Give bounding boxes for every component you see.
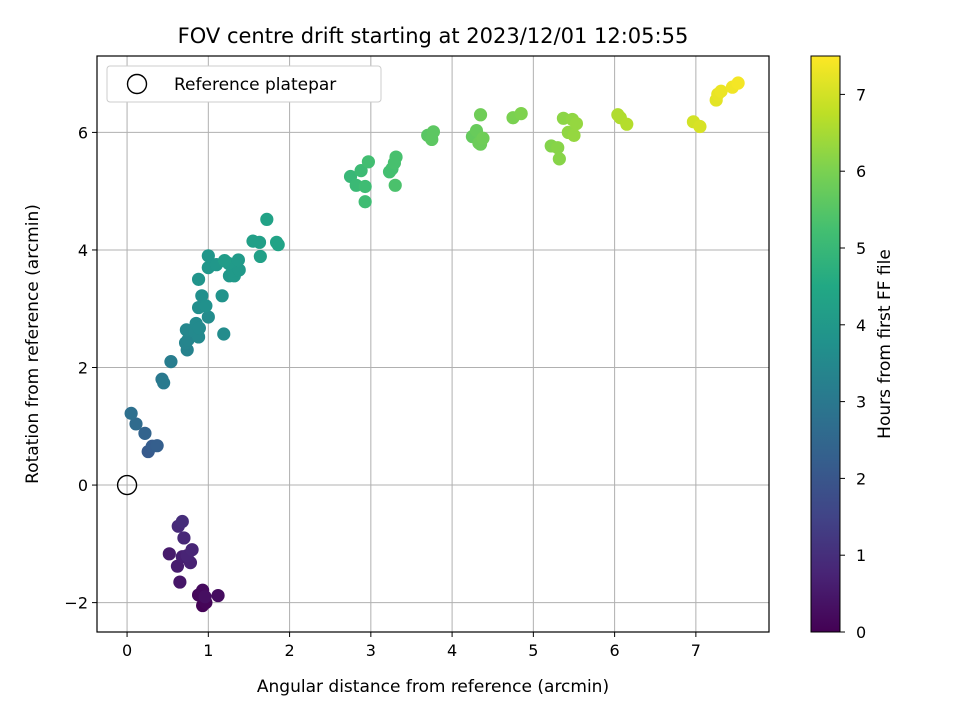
colorbar-title: Hours from first FF file bbox=[875, 249, 895, 439]
data-point bbox=[271, 238, 285, 252]
y-tick-label: 6 bbox=[78, 123, 88, 142]
reference-platepar-marker bbox=[116, 474, 138, 496]
data-point bbox=[211, 588, 225, 603]
data-point bbox=[215, 289, 229, 303]
colorbar-ticks: 0 1 2 3 4 5 6 7 bbox=[840, 85, 866, 642]
data-point bbox=[231, 253, 245, 267]
data-point bbox=[569, 116, 584, 131]
y-axis-title: Rotation from reference (arcmin) bbox=[23, 204, 43, 484]
legend-label: Reference platepar bbox=[174, 75, 336, 95]
data-point bbox=[198, 590, 212, 604]
data-point bbox=[191, 272, 206, 286]
y-tick-label: 2 bbox=[78, 359, 88, 378]
data-point bbox=[177, 531, 191, 545]
data-point bbox=[389, 150, 403, 164]
x-tick-label: 3 bbox=[366, 641, 376, 660]
x-tick-label: 5 bbox=[528, 641, 538, 660]
data-point bbox=[714, 84, 728, 98]
x-tick-label: 6 bbox=[610, 641, 620, 660]
data-point bbox=[476, 131, 490, 145]
data-point bbox=[129, 417, 143, 431]
data-point bbox=[173, 575, 187, 589]
data-point bbox=[252, 235, 267, 249]
data-point bbox=[157, 376, 171, 390]
data-point bbox=[150, 439, 164, 453]
colorbar-tick-label: 0 bbox=[856, 623, 866, 642]
data-point bbox=[426, 125, 441, 139]
y-tick-label: 4 bbox=[78, 241, 88, 260]
x-axis-ticks: 0 1 2 3 4 5 6 7 bbox=[122, 632, 701, 660]
data-point bbox=[201, 310, 215, 324]
colorbar-tick-label: 6 bbox=[856, 162, 866, 181]
data-point bbox=[514, 107, 528, 121]
legend-marker-circle bbox=[126, 73, 148, 95]
x-tick-label: 4 bbox=[447, 641, 457, 660]
x-tick-label: 7 bbox=[691, 641, 701, 660]
data-point bbox=[185, 543, 199, 557]
x-axis-title: Angular distance from reference (arcmin) bbox=[257, 677, 609, 697]
data-point bbox=[253, 249, 267, 264]
data-point bbox=[199, 299, 213, 313]
data-point bbox=[388, 178, 402, 192]
data-point bbox=[232, 263, 246, 277]
legend-box bbox=[106, 65, 382, 103]
data-point bbox=[693, 119, 707, 134]
y-tick-label: 0 bbox=[78, 476, 88, 495]
data-point bbox=[217, 327, 231, 341]
x-tick-label: 0 bbox=[122, 641, 132, 660]
data-point bbox=[361, 155, 376, 169]
data-point bbox=[124, 406, 138, 420]
colorbar-tick-label: 3 bbox=[856, 393, 866, 412]
plot-frame bbox=[96, 55, 770, 633]
data-point bbox=[164, 355, 178, 369]
colorbar-gradient bbox=[810, 55, 841, 633]
colorbar-tick-label: 5 bbox=[856, 239, 866, 258]
data-points bbox=[124, 76, 745, 613]
data-point bbox=[552, 152, 566, 166]
data-point bbox=[162, 547, 176, 561]
chart-title: FOV centre drift starting at 2023/12/01 … bbox=[178, 24, 689, 48]
data-point bbox=[473, 108, 488, 122]
data-point bbox=[551, 141, 565, 155]
reference-marker-group bbox=[116, 474, 138, 496]
data-point bbox=[195, 289, 209, 303]
data-point bbox=[354, 164, 368, 178]
colorbar: 0 1 2 3 4 5 6 7 Hours from first FF file bbox=[810, 55, 895, 642]
y-tick-label: −2 bbox=[64, 594, 88, 613]
data-point bbox=[567, 128, 581, 142]
data-point bbox=[175, 514, 189, 529]
data-point bbox=[217, 253, 232, 268]
x-tick-label: 2 bbox=[284, 641, 294, 660]
data-point bbox=[201, 249, 215, 263]
data-point bbox=[620, 117, 634, 131]
data-point bbox=[260, 212, 274, 226]
colorbar-tick-label: 2 bbox=[856, 469, 866, 488]
y-axis-ticks: −2 0 2 4 6 bbox=[64, 123, 97, 613]
colorbar-tick-label: 1 bbox=[856, 546, 866, 565]
colorbar-tick-label: 4 bbox=[856, 316, 866, 335]
data-point bbox=[731, 76, 745, 90]
x-tick-label: 1 bbox=[203, 641, 213, 660]
data-point bbox=[192, 321, 206, 335]
data-point bbox=[138, 426, 152, 440]
legend: Reference platepar bbox=[106, 65, 382, 103]
data-point bbox=[358, 179, 372, 194]
colorbar-tick-label: 7 bbox=[856, 85, 866, 104]
data-point bbox=[358, 195, 372, 209]
